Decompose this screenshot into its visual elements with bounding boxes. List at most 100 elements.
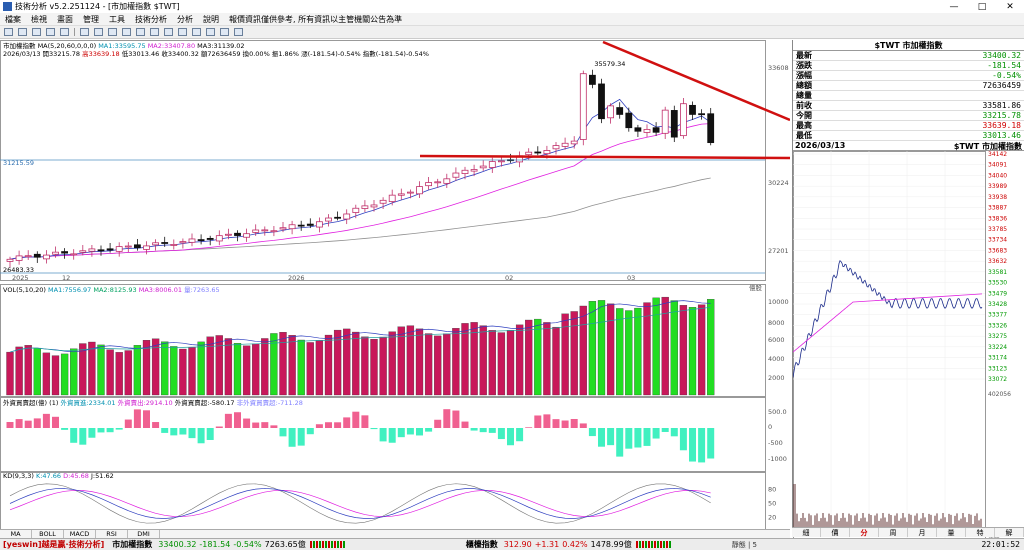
candle	[570, 140, 578, 145]
candle	[698, 113, 705, 116]
foreign-bar	[406, 428, 414, 435]
zoom-out-icon[interactable]	[60, 28, 69, 36]
period-icon[interactable]	[122, 28, 131, 36]
volume-bar	[488, 330, 496, 396]
volume-bar	[215, 335, 223, 396]
cross-icon[interactable]	[108, 28, 117, 36]
tab-dmi[interactable]: DMI	[128, 530, 160, 538]
tab-rsi[interactable]: RSI	[96, 530, 128, 538]
candle	[170, 244, 178, 246]
quote-value: -0.54%	[863, 70, 1024, 81]
kd-axis-label: 50	[768, 500, 776, 508]
vol-ma5-line	[9, 300, 711, 353]
fib-icon[interactable]	[178, 28, 187, 36]
candle	[397, 193, 405, 196]
period-tab[interactable]: 特	[966, 528, 995, 537]
foreign-bar	[698, 428, 706, 463]
foreign-bar	[543, 414, 551, 428]
candle	[88, 248, 96, 252]
intraday-frame	[793, 151, 986, 542]
tab-boll[interactable]: BOLL	[32, 530, 64, 538]
candle	[179, 241, 187, 244]
vol-axis-label: 10000	[768, 298, 789, 306]
brush-icon[interactable]	[192, 28, 201, 36]
period-tab[interactable]: 分	[850, 528, 879, 537]
price-legend: 市加權指數 MA(5,20,60,0,0,0) MA1:33595.75 MA2…	[3, 42, 245, 50]
open-icon[interactable]	[4, 28, 13, 36]
foreign-bar	[488, 428, 496, 433]
volume-bar	[443, 333, 451, 396]
minimize-button[interactable]: —	[949, 1, 959, 12]
reference-label: 31215.59	[3, 159, 34, 167]
menu-technical[interactable]: 技術分析	[135, 14, 167, 24]
period-tab[interactable]: 解	[995, 528, 1024, 537]
volume-bar	[561, 313, 569, 396]
quote-value: 33215.78	[863, 110, 1024, 121]
ticker-twt-name[interactable]: 市加權指數	[112, 540, 153, 549]
text-icon[interactable]	[136, 28, 145, 36]
back-icon[interactable]	[18, 28, 27, 36]
intraday-chart[interactable]: 34142 34091 34040 33989 33938 33887 33836 33785…	[792, 151, 1023, 542]
zoom-in-icon[interactable]	[46, 28, 55, 36]
intraday-vol-unit: 億股	[988, 533, 1000, 541]
foreign-bar	[388, 428, 396, 443]
menu-screen[interactable]: 畫面	[57, 14, 73, 24]
intraday-axis-label: 33377	[988, 312, 1007, 319]
period-tab[interactable]: 價	[821, 528, 850, 537]
candle	[97, 249, 105, 252]
foreign-bar	[33, 418, 41, 428]
line-tool-icon[interactable]	[94, 28, 103, 36]
volume-bar	[42, 352, 51, 396]
period-tab[interactable]: 細	[792, 528, 821, 537]
forward-icon[interactable]	[32, 28, 41, 36]
ma5-line	[9, 98, 711, 260]
foreign-bar	[70, 428, 78, 443]
rect-icon[interactable]	[150, 28, 159, 36]
foreign-bar	[634, 428, 642, 448]
ma20-line	[9, 123, 711, 260]
candle	[598, 83, 605, 120]
quote-row: 漲跌 -181.54	[793, 60, 1024, 71]
menu-file[interactable]: 檔案	[5, 14, 21, 24]
volume-bar	[434, 335, 442, 396]
candle	[115, 246, 123, 252]
volume-legend: VOL(5,10,20) MA1:7556.97 MA2:8125.93 MA3…	[3, 286, 220, 294]
technical-chart[interactable]: 31215.59 26483.33 35579.34 33608 30224 27201 2…	[0, 40, 791, 537]
tab-macd[interactable]: MACD	[64, 530, 96, 538]
foreign-bar	[97, 428, 105, 433]
menu-tools[interactable]: 工具	[109, 14, 125, 24]
settings-icon[interactable]	[234, 28, 243, 36]
menu-view[interactable]: 檢視	[31, 14, 47, 24]
volume-bar	[33, 347, 41, 396]
volume-bar	[470, 322, 478, 396]
quote-value: 33639.18	[863, 120, 1024, 131]
chart-canvas[interactable]: 31215.59 26483.33 35579.34 33608 30224 27201 2…	[0, 40, 791, 530]
volume-bar	[233, 343, 242, 396]
circle-icon[interactable]	[164, 28, 173, 36]
chart-type-icon[interactable]	[206, 28, 215, 36]
period-tab[interactable]: 月	[908, 528, 937, 537]
pointer-icon[interactable]	[80, 28, 89, 36]
menu-analysis[interactable]: 分析	[177, 14, 193, 24]
candle	[334, 216, 342, 219]
candle	[670, 110, 678, 138]
save-icon[interactable]	[220, 28, 229, 36]
candle	[616, 107, 624, 115]
candle	[325, 217, 332, 222]
foreign-bar	[234, 412, 241, 428]
date-label: 12	[62, 274, 70, 282]
candle	[443, 178, 451, 184]
candle	[252, 229, 260, 233]
tab-ma[interactable]: MA	[0, 530, 32, 538]
quote-label: 最高	[793, 120, 863, 131]
period-tab[interactable]: 量	[937, 528, 966, 537]
close-button[interactable]: ✕	[1006, 1, 1014, 12]
ticker-otc-name[interactable]: 櫃檯指數	[465, 540, 498, 549]
menu-manage[interactable]: 管理	[83, 14, 99, 24]
maximize-button[interactable]: □	[977, 1, 987, 12]
intraday-axis-label: 33989	[988, 183, 1007, 190]
volume-bar	[643, 302, 651, 396]
period-tab[interactable]: 周	[879, 528, 908, 537]
candle	[243, 233, 251, 238]
menu-help[interactable]: 說明	[203, 14, 219, 24]
